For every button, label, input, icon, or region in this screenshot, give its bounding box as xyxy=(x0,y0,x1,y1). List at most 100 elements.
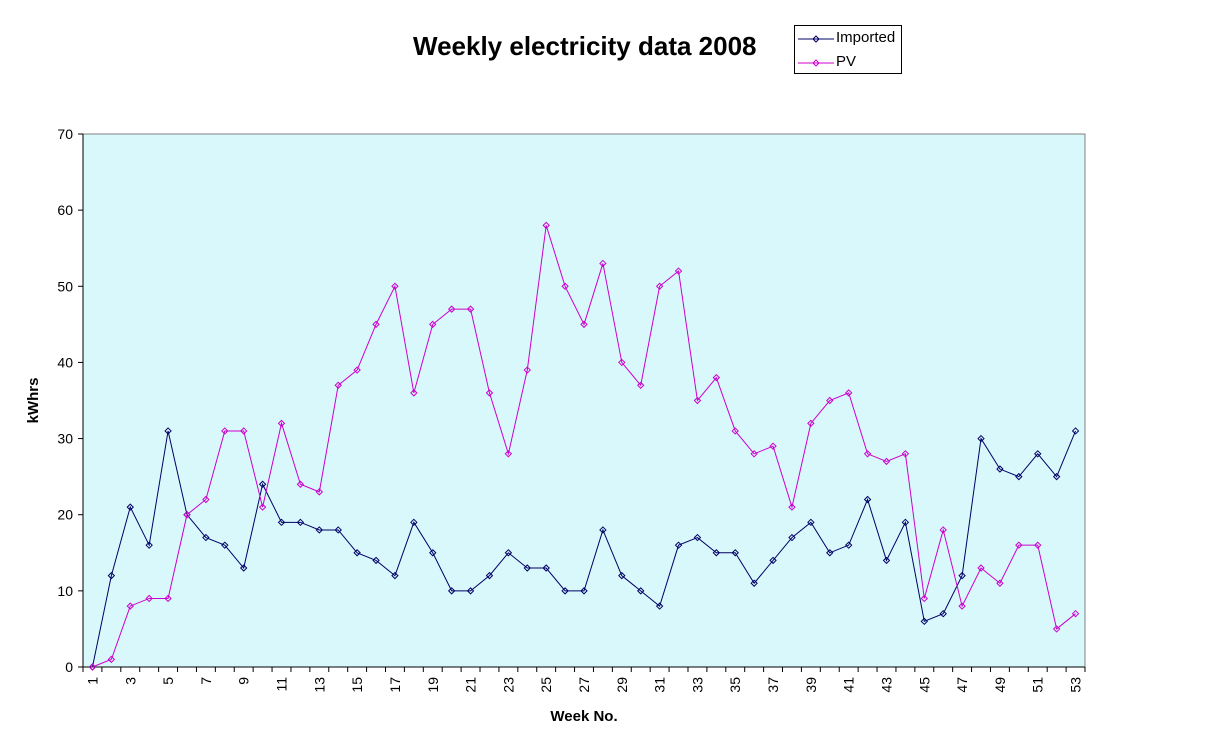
x-tick-label: 37 xyxy=(765,677,781,693)
series-imported xyxy=(88,427,1080,671)
data-point-imported xyxy=(769,556,777,565)
data-point-pv xyxy=(1071,609,1080,618)
data-point-pv xyxy=(126,602,134,610)
data-point-pv xyxy=(315,488,324,496)
data-point-pv xyxy=(447,305,456,313)
data-point-imported xyxy=(542,564,550,572)
x-tick-label: 5 xyxy=(160,677,176,685)
data-point-imported xyxy=(618,571,626,580)
data-point-pv xyxy=(202,495,210,504)
y-tick-label: 20 xyxy=(57,507,73,523)
y-tick-label: 30 xyxy=(57,431,73,447)
data-point-pv xyxy=(485,389,494,397)
data-point-imported xyxy=(863,495,872,504)
data-point-imported xyxy=(466,587,475,595)
data-point-imported xyxy=(731,549,739,557)
data-point-pv xyxy=(750,450,758,458)
data-point-pv xyxy=(769,442,777,450)
data-point-imported xyxy=(637,587,645,595)
x-tick-label: 35 xyxy=(727,677,743,693)
data-point-pv xyxy=(807,419,815,428)
data-point-imported xyxy=(844,541,853,549)
series-pv xyxy=(88,221,1080,671)
x-tick-label: 31 xyxy=(652,677,668,693)
data-point-imported xyxy=(750,579,758,587)
data-point-pv xyxy=(391,282,399,290)
x-tick-label: 21 xyxy=(463,677,479,693)
data-point-imported xyxy=(296,518,305,527)
x-tick-label: 53 xyxy=(1068,677,1084,693)
data-point-pv xyxy=(145,594,153,603)
x-tick-label: 9 xyxy=(236,677,252,685)
data-point-pv xyxy=(996,579,1004,587)
data-point-imported xyxy=(901,518,910,527)
data-point-imported xyxy=(996,465,1004,473)
legend-item-pv: PV xyxy=(795,51,903,73)
data-point-imported xyxy=(958,571,966,580)
data-point-pv xyxy=(504,450,513,458)
data-point-imported xyxy=(1034,450,1042,458)
data-point-pv xyxy=(693,396,702,405)
x-tick-label: 43 xyxy=(878,677,894,693)
data-point-imported xyxy=(1015,472,1023,481)
x-axis-label: Week No. xyxy=(550,708,617,725)
y-tick-label: 70 xyxy=(57,126,73,142)
data-point-pv xyxy=(183,511,191,519)
legend-swatch-pv xyxy=(798,59,834,67)
legend: Imported PV xyxy=(794,25,902,74)
data-point-imported xyxy=(202,533,210,542)
data-point-pv xyxy=(788,503,796,511)
data-point-pv xyxy=(239,427,248,435)
data-point-pv xyxy=(920,594,929,603)
x-tick-label: 23 xyxy=(500,677,516,693)
series-line-pv xyxy=(92,225,1076,668)
data-point-imported xyxy=(788,533,796,542)
data-point-pv xyxy=(580,320,588,329)
x-tick-label: 33 xyxy=(689,677,705,693)
chart-title: Weekly electricity data 2008 xyxy=(413,31,757,61)
data-point-imported xyxy=(485,571,494,580)
data-point-imported xyxy=(882,556,891,565)
data-point-pv xyxy=(844,389,853,397)
data-point-imported xyxy=(258,480,267,488)
data-point-imported xyxy=(315,526,324,534)
x-tick-label: 39 xyxy=(803,677,819,693)
data-point-imported xyxy=(523,564,531,572)
data-point-imported xyxy=(674,541,683,549)
data-point-imported xyxy=(504,549,513,557)
y-tick-label: 60 xyxy=(57,202,73,218)
x-tick-label: 47 xyxy=(954,677,970,693)
data-point-imported xyxy=(429,549,437,557)
data-point-pv xyxy=(674,267,683,275)
data-point-imported xyxy=(977,434,985,443)
y-tick-label: 10 xyxy=(57,583,73,599)
data-point-pv xyxy=(410,389,418,397)
data-point-imported xyxy=(447,587,456,595)
data-point-pv xyxy=(958,602,966,610)
data-point-imported xyxy=(561,587,569,595)
data-point-pv xyxy=(107,655,116,664)
x-tick-label: 17 xyxy=(387,677,403,693)
data-point-imported xyxy=(712,549,721,557)
x-tick-label: 15 xyxy=(349,677,365,693)
data-point-pv xyxy=(542,221,550,230)
data-point-pv xyxy=(372,320,380,329)
series-layer xyxy=(88,221,1080,671)
x-tick-label: 49 xyxy=(992,677,1008,693)
data-point-imported xyxy=(826,549,834,557)
x-tick-label: 45 xyxy=(916,677,932,693)
data-point-pv xyxy=(1034,541,1042,549)
x-tick-label: 41 xyxy=(841,677,857,693)
legend-label-imported: Imported xyxy=(836,29,896,46)
data-point-pv xyxy=(882,457,891,466)
data-point-imported xyxy=(599,526,607,534)
data-point-pv xyxy=(1015,541,1023,549)
data-point-pv xyxy=(353,366,361,374)
data-point-pv xyxy=(523,366,531,374)
plot-background xyxy=(82,133,1086,668)
series-line-imported xyxy=(91,430,1077,668)
data-point-pv xyxy=(712,373,721,382)
data-point-pv xyxy=(637,381,645,389)
x-tick-label: 1 xyxy=(84,677,100,685)
